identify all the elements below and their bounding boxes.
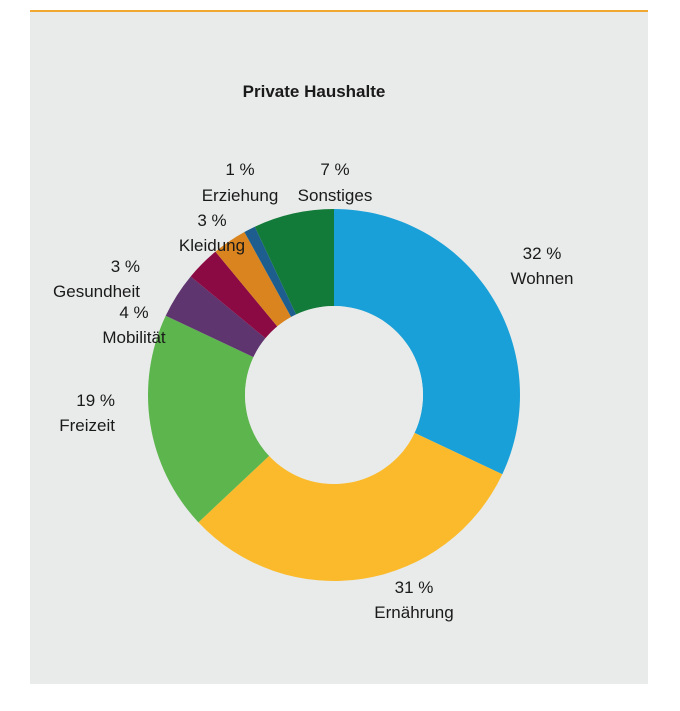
category-label-mobilitaet: Mobilität: [102, 328, 166, 347]
slice-labels: 32 % Wohnen 31 % Ernährung 19 % Freizeit 4 % Mo…: [53, 160, 573, 622]
category-label-wohnen: Wohnen: [510, 269, 573, 288]
category-label-freizeit: Freizeit: [59, 416, 115, 435]
donut-chart: Private Haushalte 32 % Wohnen 31 % Ernährun…: [53, 82, 573, 622]
chart-panel: Private Haushalte 32 % Wohnen 31 % Ernährun…: [30, 12, 648, 684]
value-label-ernaehrung: 31 %: [395, 578, 434, 597]
value-label-gesundheit: 3 %: [111, 257, 140, 276]
chart-title: Private Haushalte: [243, 82, 386, 101]
slice-gesundheit: [190, 251, 278, 339]
slice-kleidung: [215, 232, 292, 327]
value-label-mobilitaet: 4 %: [119, 303, 148, 322]
value-label-sonstiges: 7 %: [320, 160, 349, 179]
slice-wohnen: [334, 209, 520, 475]
slice-ernaehrung: [198, 432, 503, 582]
value-label-erziehung: 1 %: [225, 160, 254, 179]
category-label-erziehung: Erziehung: [202, 186, 279, 205]
value-label-kleidung: 3 %: [197, 211, 226, 230]
value-label-freizeit: 19 %: [76, 391, 115, 410]
donut-slices: [148, 209, 520, 582]
slice-erziehung: [244, 226, 297, 318]
category-label-gesundheit: Gesundheit: [53, 282, 140, 301]
accent-rule: [30, 10, 648, 12]
category-label-ernaehrung: Ernährung: [374, 603, 453, 622]
slice-mobilitaet: [165, 276, 266, 358]
donut-hole: [245, 306, 423, 484]
slice-sonstiges: [254, 209, 334, 315]
category-label-sonstiges: Sonstiges: [298, 186, 373, 205]
slice-freizeit: [148, 315, 270, 523]
category-label-kleidung: Kleidung: [179, 236, 245, 255]
value-label-wohnen: 32 %: [523, 244, 562, 263]
